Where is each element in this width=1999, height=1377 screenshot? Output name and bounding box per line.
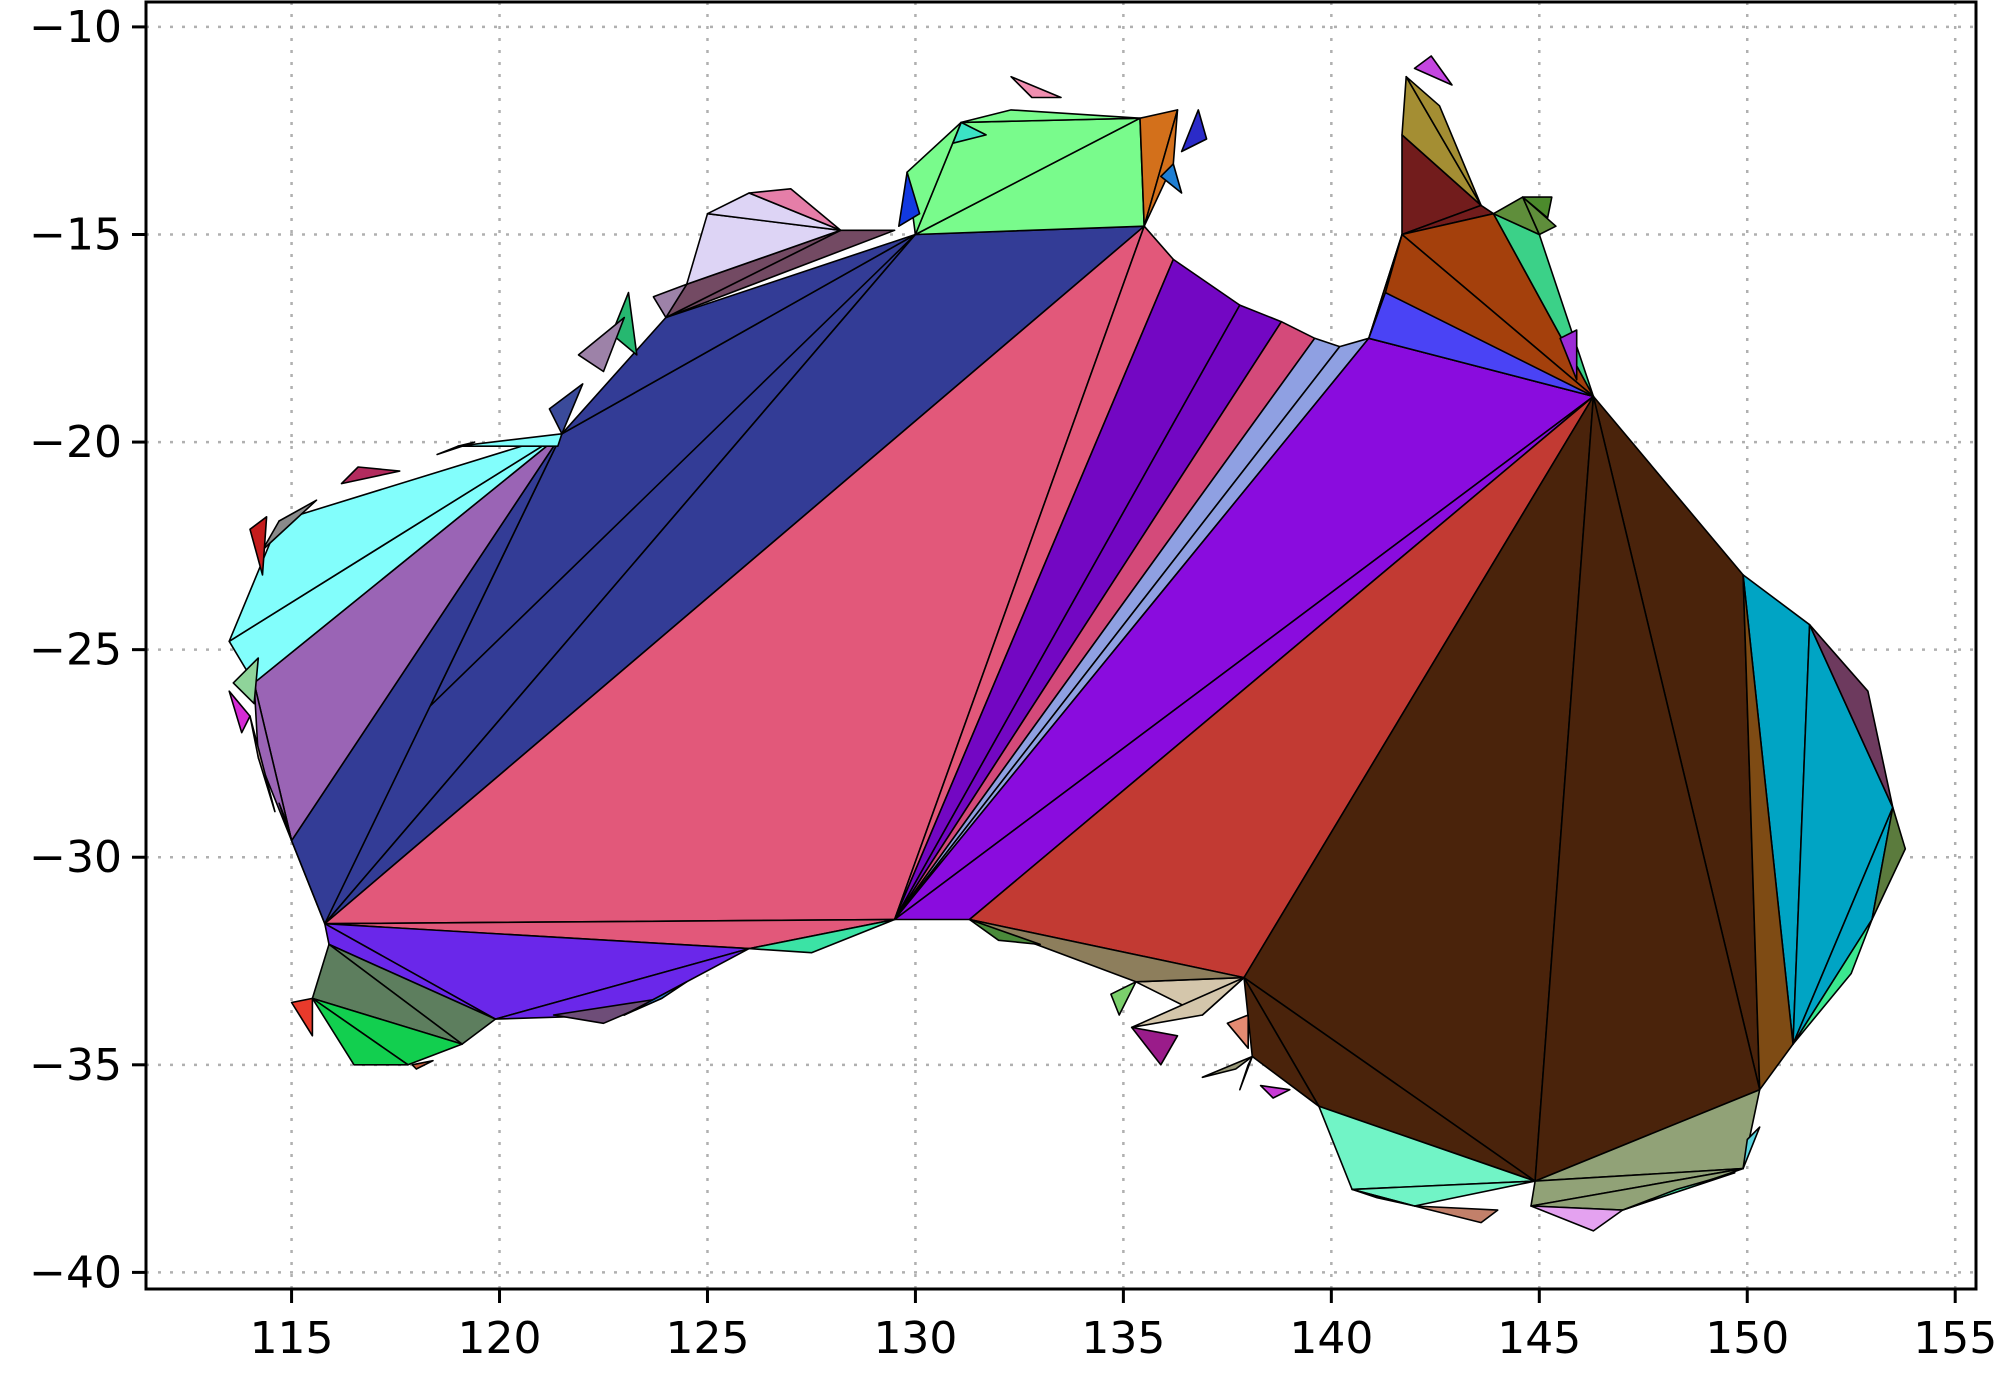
mesh-triangle (1143, 109, 1179, 227)
island-triangle (1259, 1084, 1291, 1099)
mesh-triangle (1405, 75, 1482, 207)
y-tick-label: −25 (29, 625, 122, 676)
island-triangle (652, 283, 688, 319)
island-triangle (1559, 329, 1578, 381)
mesh-triangle (1368, 291, 1595, 398)
island-triangle (232, 657, 260, 705)
mesh-triangle (311, 997, 409, 1066)
island-triangle (1010, 75, 1062, 99)
mesh-triangle (253, 682, 293, 842)
y-tick-label: −15 (29, 209, 122, 260)
mesh-triangle (1871, 806, 1907, 921)
island-triangle (1226, 1014, 1249, 1049)
island-triangle (1180, 109, 1208, 153)
x-tick-label: 125 (665, 1313, 749, 1364)
mesh-triangle (1792, 918, 1873, 1045)
island-triangle (748, 918, 896, 954)
y-tick-label: −35 (29, 1040, 122, 1091)
x-tick-label: 145 (1497, 1313, 1581, 1364)
mesh-triangle (228, 432, 563, 643)
x-tick-label: 130 (873, 1313, 957, 1364)
island-triangle (290, 997, 314, 1037)
mesh-triangle (1742, 574, 1794, 1091)
y-tick-label: −30 (29, 832, 122, 883)
island-triangle (577, 316, 626, 373)
x-tick-label: 135 (1081, 1313, 1165, 1364)
island-triangle (1413, 1205, 1499, 1224)
mesh-triangle (960, 109, 1141, 124)
x-tick-label: 120 (458, 1313, 542, 1364)
island-triangle (548, 383, 584, 435)
x-axis: 115 120 125 130 135 140 145 150 155 (250, 1289, 1997, 1364)
island-triangle (340, 466, 401, 485)
island-triangle (249, 515, 268, 576)
island-triangle (623, 980, 688, 1016)
y-tick-label: −20 (29, 417, 122, 468)
island-triangle (1351, 1188, 1416, 1207)
island-triangle (952, 121, 987, 144)
island-triangle (1201, 1055, 1254, 1079)
island-triangle (261, 499, 318, 551)
island-triangle (1160, 163, 1183, 194)
y-tick-label: −40 (29, 1247, 122, 1298)
island-triangle (411, 1059, 434, 1070)
island-triangle (1413, 55, 1453, 86)
y-tick-label: −10 (29, 2, 122, 53)
island-triangle (1742, 1126, 1761, 1170)
island-triangle (968, 918, 1041, 946)
island-triangle (1621, 1172, 1736, 1211)
mesh-triangle (968, 918, 1245, 983)
island-triangle (1521, 196, 1553, 219)
island-triangle (249, 715, 276, 813)
island-triangle (1530, 1205, 1624, 1232)
island-triangle (748, 188, 842, 232)
island-triangle (1110, 980, 1137, 1016)
mesh-triangle (1130, 976, 1245, 1029)
island-triangle (1239, 1055, 1254, 1091)
x-tick-label: 155 (1913, 1313, 1997, 1364)
island-triangle (436, 441, 476, 456)
island-triangle (228, 690, 251, 734)
plot-frame (144, 0, 1978, 1291)
x-tick-label: 115 (250, 1313, 334, 1364)
mesh-triangle (1808, 623, 1894, 809)
x-tick-label: 140 (1289, 1313, 1373, 1364)
island-triangle (610, 291, 638, 356)
island-triangle (897, 171, 921, 227)
island-triangle (1130, 1026, 1179, 1066)
y-axis: −10 −15 −20 −25 −30 −35 −40 (29, 2, 146, 1298)
x-tick-label: 150 (1705, 1313, 1789, 1364)
mesh-triangle (457, 432, 563, 448)
mesh-triangle (561, 233, 917, 435)
triangle-mesh (228, 55, 1907, 1232)
island-triangle (278, 802, 293, 842)
